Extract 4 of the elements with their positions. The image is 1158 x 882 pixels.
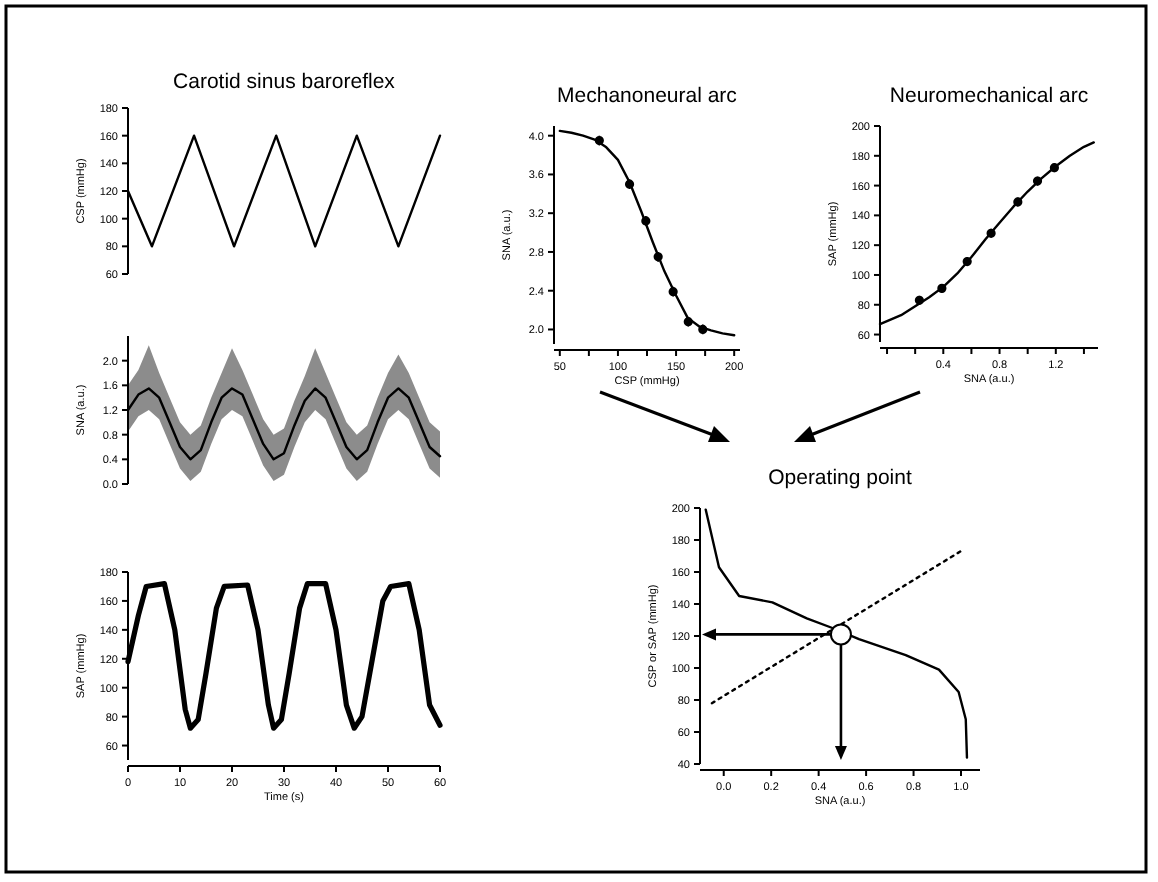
chart-title: Carotid sinus baroreflex — [173, 70, 397, 94]
chart-title: Mechanoneural arc — [557, 84, 737, 108]
chart-title: Operating point — [768, 466, 912, 490]
chart-title: Neuromechanical arc — [889, 84, 1089, 108]
